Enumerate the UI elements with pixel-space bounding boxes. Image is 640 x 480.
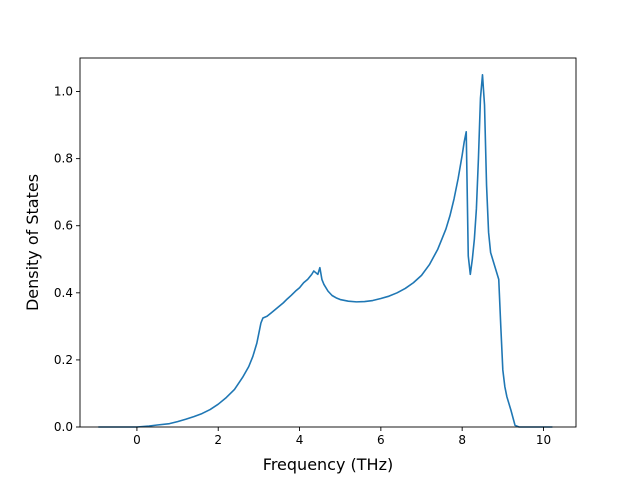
y-axis-ticks: 0.0 0.2 0.4 0.6 0.8 1.0: [54, 85, 80, 434]
y-tick-label: 1.0: [54, 85, 73, 99]
y-tick-label: 0.6: [54, 219, 73, 233]
x-tick-label: 2: [214, 433, 222, 447]
axes-frame: [79, 57, 577, 428]
x-tick-label: 4: [296, 433, 304, 447]
x-tick-label: 0: [133, 433, 141, 447]
y-tick-label: 0.0: [54, 420, 73, 434]
dos-series-line-0: [98, 73, 553, 428]
y-axis-label: Density of States: [23, 174, 42, 311]
x-axis-label: Frequency (THz): [263, 455, 393, 474]
x-tick-label: 8: [458, 433, 466, 447]
y-tick-label: 0.2: [54, 353, 73, 367]
y-tick-label: 0.8: [54, 152, 73, 166]
y-tick-label: 0.4: [54, 286, 73, 300]
x-axis-ticks: 0 2 4 6 8 10: [133, 427, 551, 447]
x-tick-label: 10: [536, 433, 551, 447]
plot-area: [98, 73, 553, 428]
x-tick-label: 6: [377, 433, 385, 447]
